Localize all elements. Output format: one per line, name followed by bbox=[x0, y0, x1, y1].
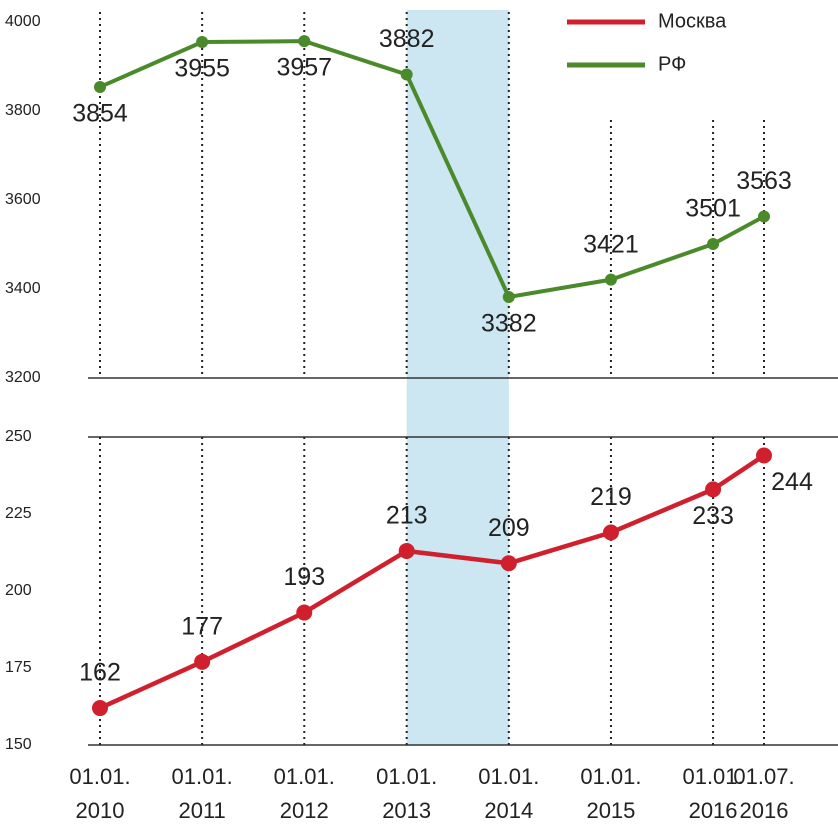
data-label: 209 bbox=[488, 514, 530, 542]
data-label: 3882 bbox=[379, 25, 435, 53]
y-tick-label: 150 bbox=[5, 736, 32, 753]
y-tick-label: 3800 bbox=[5, 102, 41, 119]
legend-label: РФ bbox=[658, 53, 686, 75]
line bbox=[99, 39, 765, 300]
x-tick-label: 01.01. 2014 bbox=[478, 764, 540, 823]
point bbox=[298, 35, 311, 48]
y-tick-label: 3600 bbox=[5, 191, 41, 208]
data-label: 162 bbox=[79, 659, 121, 687]
point bbox=[500, 555, 517, 572]
point bbox=[398, 542, 415, 559]
x-tick-label: 01.01. 2015 bbox=[580, 764, 642, 823]
y-tick-label: 200 bbox=[5, 582, 32, 599]
point bbox=[196, 36, 209, 49]
y-tick-label: 225 bbox=[5, 505, 32, 522]
data-label: 3382 bbox=[481, 310, 537, 338]
x-tick-label: 01.01. 2012 bbox=[273, 764, 335, 823]
y-tick-label: 3200 bbox=[5, 369, 41, 386]
data-label: 244 bbox=[771, 468, 813, 496]
data-label: 233 bbox=[692, 502, 734, 530]
x-tick-label: 01.01. 2013 bbox=[376, 764, 438, 823]
data-label: 3957 bbox=[276, 54, 332, 82]
data-label: 3854 bbox=[72, 100, 128, 128]
point bbox=[92, 700, 108, 717]
line bbox=[99, 453, 766, 711]
point bbox=[296, 604, 313, 621]
point bbox=[502, 291, 515, 304]
point bbox=[602, 524, 619, 541]
y-tick-label: 4000 bbox=[5, 13, 41, 30]
data-label: 177 bbox=[181, 612, 223, 640]
y-tick-label: 175 bbox=[5, 659, 32, 676]
point bbox=[94, 80, 106, 93]
legend-label: Москва bbox=[658, 10, 727, 32]
data-label: 193 bbox=[283, 563, 325, 591]
point bbox=[705, 481, 722, 498]
data-label: 213 bbox=[386, 502, 428, 530]
x-tick-label: 01.01. 2011 bbox=[171, 764, 233, 823]
data-label: 3501 bbox=[685, 195, 741, 223]
x-tick-label: 01.01. 2010 bbox=[69, 764, 131, 823]
data-label: 3955 bbox=[174, 55, 230, 83]
point bbox=[604, 273, 617, 286]
data-label: 219 bbox=[590, 483, 632, 511]
point bbox=[400, 68, 413, 81]
point bbox=[758, 210, 770, 223]
point bbox=[707, 238, 720, 251]
y-tick-label: 3400 bbox=[5, 280, 41, 297]
x-tick-label: 01.07. 2016 bbox=[733, 764, 795, 823]
data-label: 3563 bbox=[736, 167, 792, 195]
point bbox=[756, 447, 772, 464]
y-tick-label: 250 bbox=[5, 428, 32, 445]
point bbox=[194, 653, 211, 670]
data-label: 3421 bbox=[583, 230, 639, 258]
x-tick-label: 01.01. 2016 bbox=[682, 764, 744, 823]
